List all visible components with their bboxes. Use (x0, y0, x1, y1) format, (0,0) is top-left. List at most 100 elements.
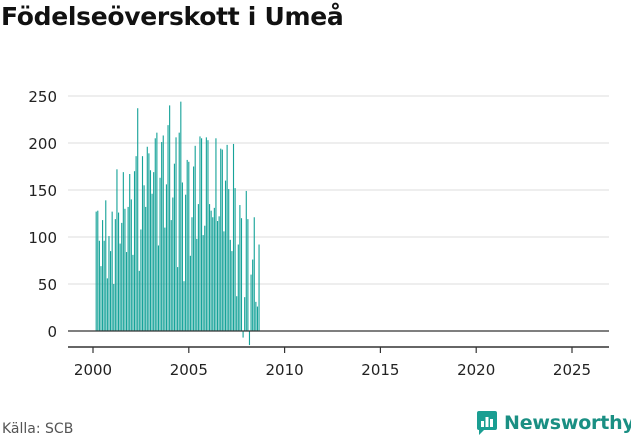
bar (186, 159, 188, 331)
bar (185, 194, 187, 331)
bar (253, 217, 255, 331)
x-tick-label: 2015 (361, 361, 399, 379)
bar (228, 189, 230, 331)
bar (202, 235, 204, 331)
bar (141, 156, 144, 331)
source-label: Källa: SCB (2, 421, 74, 437)
bar (205, 137, 207, 331)
newsworthy-logo[interactable]: Newsworthy (476, 408, 631, 438)
bars (95, 101, 260, 346)
bar (143, 185, 145, 331)
bar (242, 331, 244, 338)
bar (156, 132, 158, 331)
bar (129, 174, 131, 331)
y-tick-label: 100 (28, 229, 57, 247)
x-tick-label: 2005 (170, 361, 208, 379)
bar (106, 278, 108, 331)
bar (146, 146, 148, 331)
bar (231, 251, 233, 331)
bar (98, 240, 100, 331)
bar (194, 145, 196, 331)
bar (234, 188, 236, 331)
bar (215, 138, 217, 331)
bar (240, 218, 243, 331)
bar (252, 259, 254, 331)
bar (110, 251, 112, 331)
bar (236, 296, 238, 331)
bar (239, 205, 241, 331)
bar (255, 301, 257, 331)
bar (232, 143, 235, 331)
newsworthy-brand-name: Newsworthy (504, 412, 631, 434)
bar (164, 227, 166, 331)
bar (220, 148, 222, 331)
chart-title: Födelseöverskott i Umeå (1, 2, 344, 31)
bar (173, 163, 175, 331)
bar (196, 238, 198, 331)
bar (223, 231, 225, 331)
bar (256, 306, 259, 331)
bar (210, 210, 212, 331)
y-axis-labels: 0 50 100 150 200 250 (28, 88, 57, 341)
bar (165, 184, 168, 331)
bar (95, 211, 97, 331)
bar (121, 222, 123, 331)
x-tick-label: 2000 (74, 361, 112, 379)
bar (130, 199, 132, 331)
bar (170, 220, 172, 331)
bar (172, 197, 174, 331)
bar (103, 240, 105, 331)
bar (167, 125, 169, 331)
bar (100, 266, 102, 331)
bar (124, 208, 126, 331)
bar (157, 245, 160, 331)
bar (221, 149, 223, 331)
bar (97, 210, 99, 331)
bar (122, 172, 124, 331)
bar (169, 105, 171, 332)
bar (113, 284, 115, 331)
bar (193, 166, 195, 331)
bar (105, 200, 107, 331)
y-tick-label: 250 (28, 88, 57, 106)
bar (133, 171, 136, 331)
x-axis-ticks: 2000 2005 2010 2015 2020 2025 (74, 347, 591, 379)
bar (258, 244, 260, 331)
y-tick-label: 0 (47, 323, 57, 341)
bar (154, 138, 156, 331)
bar (159, 177, 161, 331)
bar (245, 190, 247, 331)
bar (137, 108, 139, 331)
bar (224, 180, 227, 331)
bar (138, 270, 140, 331)
bar (237, 244, 239, 331)
y-tick-label: 150 (28, 182, 57, 200)
bar (149, 170, 152, 331)
bar (180, 101, 182, 331)
bar (213, 207, 215, 331)
bar (244, 297, 246, 331)
bar (153, 172, 155, 331)
bar (114, 219, 116, 331)
bar (177, 267, 179, 331)
bar (102, 220, 104, 331)
bar (204, 225, 206, 331)
bar (125, 252, 128, 331)
bar (132, 254, 134, 331)
x-tick-label: 2020 (457, 361, 495, 379)
newsworthy-logo-icon (477, 411, 497, 435)
bar (191, 217, 193, 331)
bar (207, 140, 209, 331)
bar (116, 169, 118, 331)
bar (216, 221, 219, 331)
bar (201, 138, 203, 331)
y-tick-label: 200 (28, 135, 57, 153)
x-tick-label: 2010 (266, 361, 304, 379)
bar (189, 255, 191, 331)
bar (250, 274, 252, 331)
y-tick-label: 50 (38, 276, 57, 294)
bar (140, 229, 142, 331)
bar (183, 281, 185, 331)
bar (145, 206, 147, 331)
